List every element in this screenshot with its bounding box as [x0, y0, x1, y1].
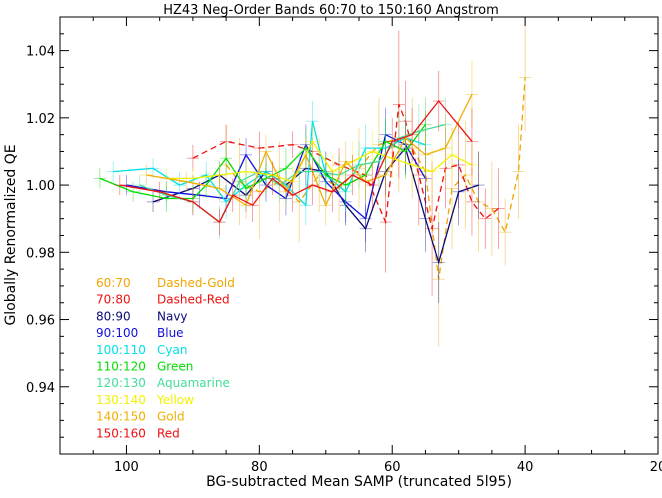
- legend-style-label: Aquamarine: [157, 376, 230, 390]
- y-tick-label: 1.00: [26, 179, 55, 194]
- legend: 60:70 Dashed-Gold 70:80 Dashed-Red 80:90 Navy…: [96, 276, 235, 440]
- series-layer: [93, 23, 532, 347]
- legend-style-label: Green: [157, 360, 193, 374]
- y-axis: 0.94 0.96 0.98 1.00 1.02 1.04: [26, 16, 658, 438]
- legend-band-label: 120:130: [96, 376, 146, 390]
- x-tick-label: 60: [384, 460, 401, 475]
- legend-band-label: 90:100: [96, 326, 138, 340]
- x-tick-label: 20: [650, 460, 662, 475]
- legend-style-label: Gold: [157, 410, 185, 424]
- legend-band-label: 80:90: [96, 309, 131, 323]
- series-line: [192, 104, 499, 229]
- legend-band-label: 60:70: [96, 276, 131, 290]
- x-tick-label: 100: [114, 460, 139, 475]
- legend-band-label: 140:150: [96, 410, 146, 424]
- y-tick-label: 1.02: [26, 112, 55, 127]
- legend-band-label: 110:120: [96, 360, 146, 374]
- x-axis: 100 80 60 40 20: [59, 17, 662, 475]
- legend-style-label: Dashed-Red: [157, 293, 230, 307]
- series-line: [119, 99, 473, 224]
- y-tick-label: 0.98: [26, 246, 55, 261]
- legend-style-label: Yellow: [156, 393, 194, 407]
- y-tick-label: 1.04: [26, 45, 55, 60]
- legend-band-label: 130:140: [96, 393, 146, 407]
- series-140:150: [140, 60, 478, 226]
- x-tick-label: 40: [517, 460, 534, 475]
- y-tick-label: 0.96: [26, 314, 55, 329]
- chart-title: HZ43 Neg-Order Bands 60:70 to 150:160 An…: [163, 3, 499, 18]
- series-line: [152, 146, 479, 265]
- y-axis-label: Globally Renormalized QE: [3, 144, 19, 325]
- legend-style-label: Navy: [157, 309, 188, 323]
- legend-style-label: Blue: [157, 326, 184, 340]
- plot-frame: [59, 16, 659, 455]
- legend-style-label: Cyan: [157, 343, 187, 357]
- series-150:160: [113, 70, 478, 236]
- series-line: [146, 94, 473, 207]
- legend-band-label: 70:80: [96, 293, 131, 307]
- legend-style-label: Dashed-Gold: [157, 276, 235, 290]
- plot-area: [59, 16, 659, 455]
- legend-band-label: 100:110: [96, 343, 146, 357]
- x-axis-label: BG-subtracted Mean SAMP (truncated 5l95): [206, 474, 512, 490]
- legend-band-label: 150:160: [96, 426, 146, 440]
- x-tick-label: 80: [251, 460, 268, 475]
- y-tick-label: 0.94: [26, 381, 55, 396]
- legend-style-label: Red: [157, 426, 180, 440]
